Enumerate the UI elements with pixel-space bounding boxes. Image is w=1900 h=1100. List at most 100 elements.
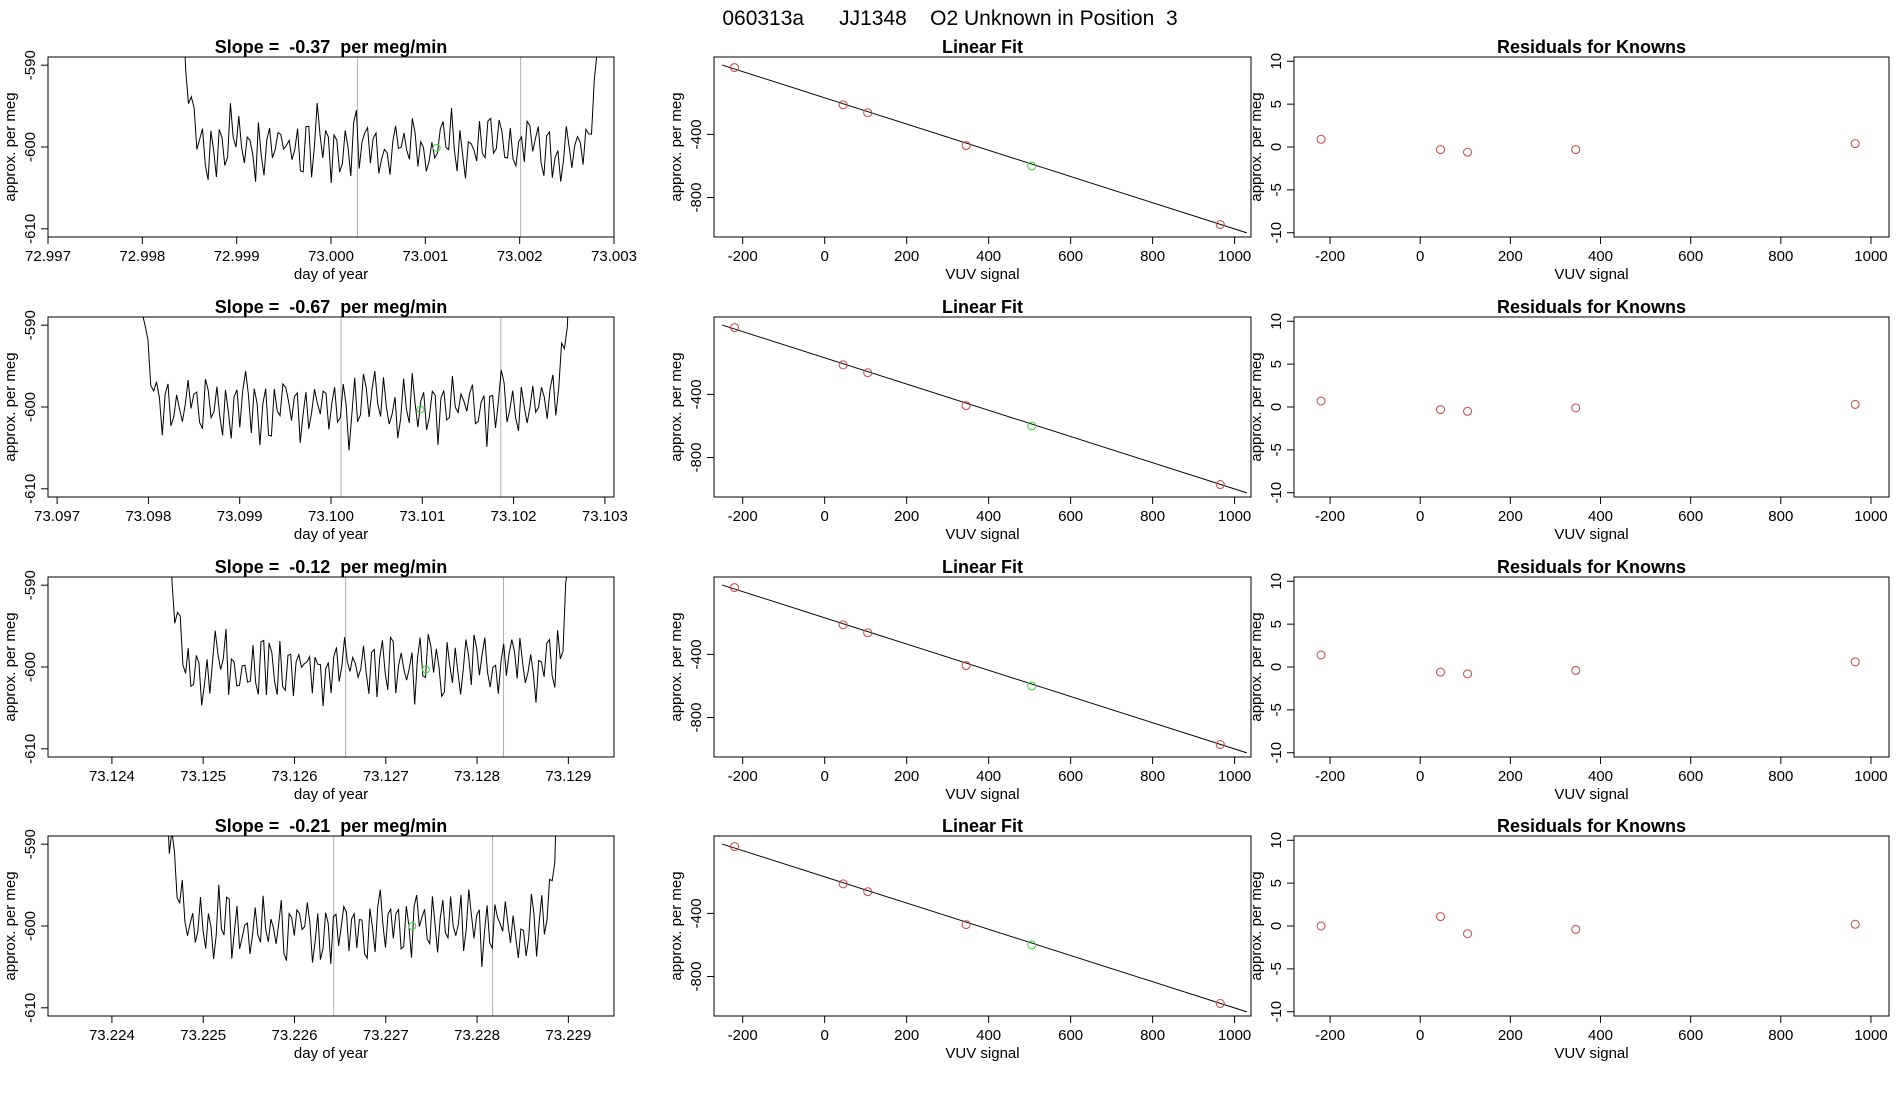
plot-area (1316, 396, 1860, 416)
y-axis-label: approx. per meg (668, 92, 685, 201)
x-tick-label: 1000 (1218, 1027, 1251, 1044)
x-tick-label: 200 (894, 508, 919, 525)
unknown-point (408, 922, 417, 930)
known-point (838, 360, 848, 370)
y-tick-label: -600 (22, 392, 39, 422)
x-tick-label: 200 (1498, 1027, 1523, 1044)
panel-title: Slope = -0.37 per meg/min (215, 37, 448, 57)
x-tick-label: 73.229 (545, 1027, 591, 1044)
known-point (1215, 480, 1225, 490)
y-tick-label: -610 (22, 993, 39, 1023)
x-tick-label: 800 (1768, 508, 1793, 525)
fit-line (722, 843, 1248, 1013)
fit-line (722, 64, 1248, 234)
y-tick-label: -590 (22, 50, 39, 80)
x-tick-label: 73.098 (125, 508, 171, 525)
x-tick-label: 0 (1416, 1027, 1424, 1044)
known-point (838, 620, 848, 630)
x-tick-label: 600 (1678, 248, 1703, 265)
y-axis-label: approx. per meg (2, 352, 19, 461)
x-tick-label: 200 (1498, 768, 1523, 785)
unknown-point (421, 665, 430, 674)
x-tick-label: 0 (1416, 768, 1424, 785)
residual-point (1850, 657, 1860, 667)
plot-area (1316, 134, 1860, 157)
per-meg-trace (142, 317, 569, 451)
unknown-point (416, 405, 425, 414)
x-tick-label: 600 (1678, 768, 1703, 785)
y-tick-label: -400 (688, 379, 705, 409)
x-tick-label: 1000 (1854, 1027, 1887, 1044)
y-tick-label: 0 (1268, 663, 1285, 671)
x-tick-label: 73.100 (308, 508, 354, 525)
residual-point (1571, 665, 1581, 675)
residual-point (1571, 924, 1581, 934)
x-tick-label: 0 (821, 1027, 829, 1044)
known-point (838, 100, 848, 110)
x-tick-label: 200 (894, 1027, 919, 1044)
x-tick-label: 800 (1140, 248, 1165, 265)
plot-frame (713, 835, 1252, 1017)
y-tick-label: -400 (688, 119, 705, 149)
x-tick-label: 73.125 (180, 768, 226, 785)
x-axis-label: VUV signal (1554, 266, 1628, 283)
panel-title: Linear Fit (942, 37, 1023, 57)
plot-frame (1293, 835, 1890, 1017)
y-tick-label: -10 (1268, 482, 1285, 504)
x-tick-label: 73.101 (399, 508, 445, 525)
x-tick-label: 72.999 (214, 248, 260, 265)
residual-point (1571, 403, 1581, 413)
linear-fit-panel-4: Linear Fit -200 0 200 400 600 800 1000 -400 -800 V… (668, 816, 1252, 1062)
x-tick-label: 600 (1678, 1027, 1703, 1044)
x-tick-label: 1000 (1854, 508, 1887, 525)
y-tick-label: -590 (22, 829, 39, 859)
known-point (1215, 999, 1225, 1009)
residuals-panel-4: Residuals for Knowns-200 0 200 400 600 800 100… (1248, 816, 1890, 1062)
x-tick-label: -200 (1315, 248, 1345, 265)
known-point (961, 401, 971, 411)
x-axis-label: day of year (294, 1045, 368, 1062)
residuals-panel-3: Residuals for Knowns-200 0 200 400 600 800 100… (1248, 557, 1890, 803)
x-tick-label: 400 (1588, 508, 1613, 525)
plot-frame (47, 835, 615, 1017)
page-title: 060313a JJ1348 O2 Unknown in Position 3 (722, 7, 1177, 30)
residual-point (1435, 145, 1445, 155)
x-axis-label: VUV signal (1554, 786, 1628, 803)
known-point (961, 141, 971, 151)
residual-point (1850, 399, 1860, 409)
x-tick-label: 0 (821, 248, 829, 265)
y-tick-label: -5 (1268, 962, 1285, 975)
x-tick-label: 73.102 (491, 508, 537, 525)
y-tick-label: 5 (1268, 100, 1285, 108)
residual-point (1435, 405, 1445, 415)
timeseries-panel-3: Slope = -0.12 per meg/min 73.124 73.125 73.… (2, 557, 615, 803)
panel-title: Residuals for Knowns (1497, 37, 1686, 57)
plot-frame (713, 316, 1252, 498)
x-tick-label: 73.227 (363, 1027, 409, 1044)
x-tick-label: 73.126 (272, 768, 318, 785)
known-point (863, 628, 873, 638)
x-tick-label: 600 (1058, 248, 1083, 265)
linear-fit-panel-3: Linear Fit -200 0 200 400 600 800 1000 -400 -800 V… (668, 557, 1252, 803)
y-axis-label: approx. per meg (668, 871, 685, 980)
x-tick-label: -200 (728, 1027, 758, 1044)
known-point (1215, 220, 1225, 230)
y-axis-label: approx. per meg (1248, 612, 1265, 721)
x-tick-label: 800 (1140, 768, 1165, 785)
plot-area (171, 577, 568, 757)
x-tick-label: 600 (1058, 508, 1083, 525)
y-tick-label: -600 (22, 652, 39, 682)
y-tick-label: -10 (1268, 742, 1285, 764)
y-tick-label: -5 (1268, 703, 1285, 716)
y-tick-label: -800 (688, 183, 705, 213)
linear-fit-panel-2: Linear Fit -200 0 200 400 600 800 1000 -400 -800 V… (668, 297, 1252, 543)
residual-point (1463, 929, 1473, 939)
x-tick-label: 1000 (1218, 248, 1251, 265)
x-tick-label: 73.127 (363, 768, 409, 785)
y-tick-label: -590 (22, 310, 39, 340)
residuals-panel-1: Residuals for Knowns-200 0 200 400 600 800 100… (1248, 37, 1890, 283)
residual-point (1463, 669, 1473, 679)
x-axis-label: VUV signal (1554, 526, 1628, 543)
x-axis-label: VUV signal (945, 786, 1019, 803)
residual-point (1316, 921, 1326, 931)
